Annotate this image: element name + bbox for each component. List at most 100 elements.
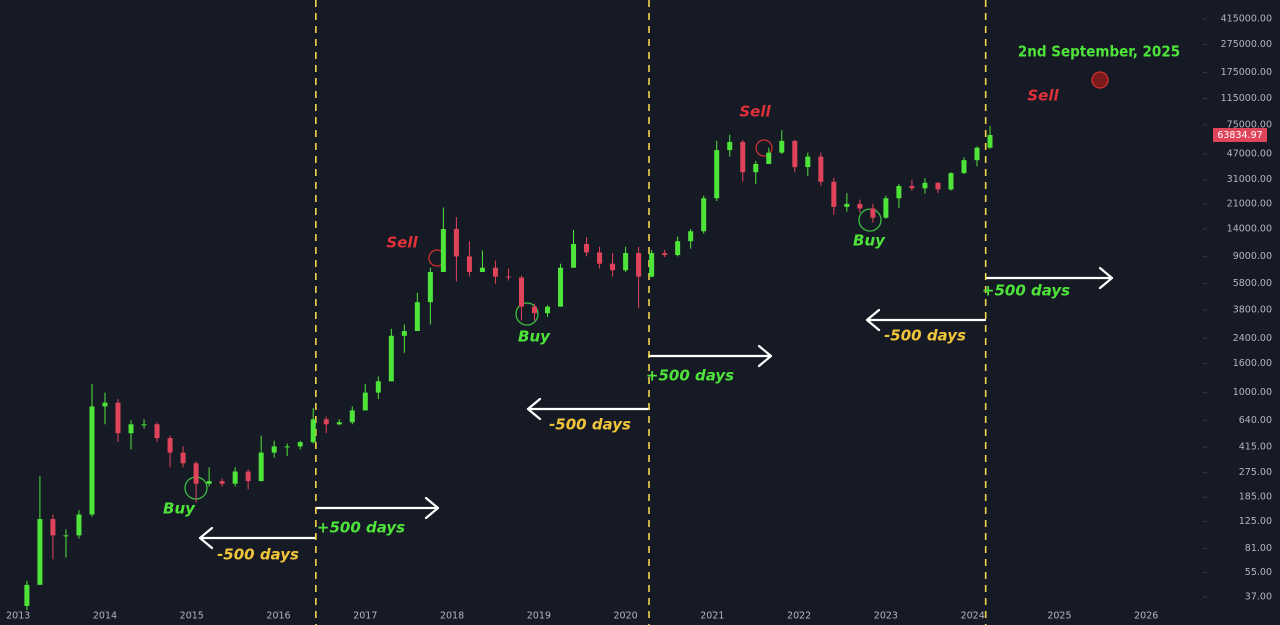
candle-body — [896, 186, 902, 199]
candle-body — [180, 452, 186, 464]
sell-circle — [1091, 71, 1109, 89]
candle-body — [805, 156, 811, 168]
y-tick-label: 55.00 — [1245, 567, 1272, 578]
annotation: -500 days — [884, 327, 966, 345]
candle-body — [505, 276, 511, 278]
y-tick-label: 75000.00 — [1227, 119, 1272, 130]
last-price-label: 63834.97 — [1217, 130, 1262, 141]
candle-body — [349, 410, 355, 423]
candle-body — [870, 208, 876, 218]
x-tick-label: 2023 — [874, 611, 898, 622]
candle-body — [558, 267, 564, 307]
x-tick-label: 2020 — [614, 611, 638, 622]
candle-body — [245, 471, 251, 482]
candle-body — [453, 229, 459, 257]
candle-body — [297, 442, 303, 447]
candle-body — [102, 402, 108, 407]
y-tick-label: 81.00 — [1245, 543, 1272, 554]
candle-body — [675, 241, 681, 256]
y-tick-label: 21000.00 — [1227, 198, 1272, 209]
candle-body — [779, 140, 785, 153]
x-tick-label: 2022 — [787, 611, 811, 622]
candle-body — [193, 463, 199, 484]
arrow — [314, 496, 440, 520]
candle-body — [727, 141, 733, 151]
x-tick-label: 2018 — [440, 611, 464, 622]
candle-body — [219, 481, 225, 484]
x-tick-label: 2013 — [6, 611, 30, 622]
x-tick-label: 2019 — [527, 611, 551, 622]
candle-body — [909, 186, 915, 189]
candle-body — [427, 271, 433, 303]
annotation: -500 days — [217, 546, 299, 564]
x-tick-label: 2014 — [93, 611, 117, 622]
candle-body — [63, 535, 69, 537]
x-tick-label: 2026 — [1134, 611, 1158, 622]
candle-body — [662, 253, 668, 256]
y-tick-label: 415.00 — [1239, 442, 1272, 453]
candle-body — [753, 163, 759, 173]
candle-body — [232, 471, 238, 484]
candle-body — [414, 302, 420, 332]
candle-body — [284, 446, 290, 448]
candle-body — [701, 198, 707, 232]
annotation: Sell — [1027, 87, 1059, 105]
arrow — [865, 308, 987, 332]
candle-body — [935, 182, 941, 190]
candle-body — [206, 481, 212, 484]
y-tick-label: 47000.00 — [1227, 148, 1272, 159]
y-tick-label: 14000.00 — [1227, 224, 1272, 235]
candle-body — [388, 335, 394, 382]
arrows — [198, 266, 1114, 550]
candle-body — [792, 140, 798, 168]
annotation: Buy — [853, 232, 886, 250]
x-tick-label: 2024 — [961, 611, 985, 622]
y-tick-label: 640.00 — [1239, 415, 1272, 426]
candle-body — [89, 406, 95, 515]
candle-body — [584, 243, 590, 253]
candle-body — [545, 306, 551, 314]
candle-body — [375, 381, 381, 393]
candle-body — [76, 514, 82, 536]
candle-body — [610, 263, 616, 271]
candle-body — [766, 152, 772, 164]
y-tick-label: 37.00 — [1245, 591, 1272, 602]
buy-circle — [858, 208, 882, 232]
candle-body — [740, 141, 746, 173]
x-tick-label: 2025 — [1047, 611, 1071, 622]
candle-body — [128, 424, 134, 434]
candle-body — [974, 147, 980, 161]
annotation: 2nd September, 2025 — [1018, 43, 1180, 61]
sell-circle — [755, 139, 773, 157]
annotation: Sell — [386, 234, 418, 252]
y-tick-label: 2400.00 — [1233, 333, 1272, 344]
candle-body — [24, 584, 30, 606]
candle-body — [401, 331, 407, 336]
arrow — [526, 397, 651, 421]
candle-body — [310, 419, 316, 443]
candle-body — [466, 256, 472, 272]
annotation: Buy — [518, 328, 551, 346]
annotation: -500 days — [549, 416, 631, 434]
candle-body — [37, 519, 43, 585]
y-tick-label: 175000.00 — [1221, 67, 1272, 78]
candle-body — [948, 173, 954, 190]
candle-body — [115, 402, 121, 434]
y-tick-label: 31000.00 — [1227, 174, 1272, 185]
candle-body — [141, 424, 147, 426]
candle-body — [818, 156, 824, 182]
candle-body — [961, 160, 967, 174]
candle-body — [440, 229, 446, 272]
candle-body — [688, 231, 694, 242]
candles — [24, 125, 993, 610]
candle-body — [714, 150, 720, 199]
buy-circle — [515, 302, 539, 326]
y-tick-label: 5800.00 — [1233, 278, 1272, 289]
x-tick-label: 2017 — [353, 611, 377, 622]
annotation: +500 days — [646, 367, 734, 385]
candle-body — [844, 203, 850, 207]
candle-body — [597, 252, 603, 264]
candle-body — [649, 253, 655, 277]
